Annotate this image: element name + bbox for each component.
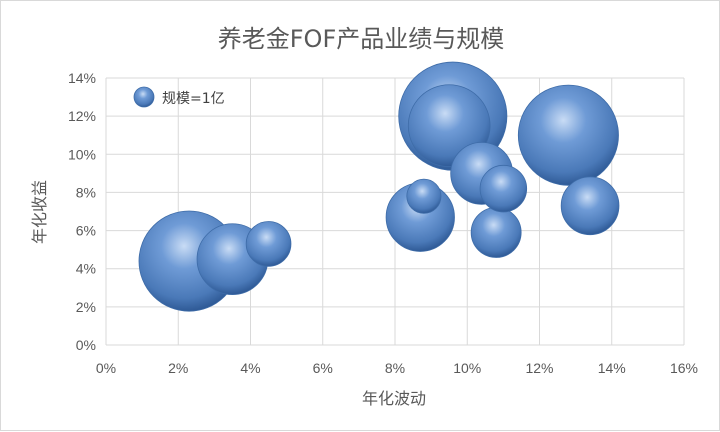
x-tick-label: 6% <box>313 360 333 376</box>
chart-title: 养老金FOF产品业绩与规模 <box>218 25 505 53</box>
x-tick-label: 10% <box>453 360 481 376</box>
y-tick-label: 14% <box>68 70 96 86</box>
y-tick-label: 2% <box>76 299 96 315</box>
x-tick-label: 0% <box>96 360 116 376</box>
x-tick-label: 14% <box>598 360 626 376</box>
y-axis-title: 年化收益 <box>30 180 49 244</box>
bubble-series <box>138 61 620 312</box>
x-axis-title: 年化波动 <box>362 389 426 408</box>
axis-ticks: 0% 2% 4% 6% 8% 10% 12% 14% 0% 2% 4% 6% 8% 10% 12% 14% 16… <box>68 70 698 376</box>
bubble-point <box>517 84 619 186</box>
y-tick-label: 4% <box>76 261 96 277</box>
x-tick-label: 8% <box>385 360 405 376</box>
bubble-point <box>470 207 522 258</box>
bubble-point <box>245 221 292 267</box>
bubble-point <box>406 178 442 214</box>
bubble-point <box>479 164 528 213</box>
y-tick-label: 0% <box>76 337 96 353</box>
legend-marker <box>133 86 155 108</box>
x-tick-label: 4% <box>240 360 260 376</box>
y-tick-label: 10% <box>68 146 96 162</box>
x-tick-label: 16% <box>670 360 698 376</box>
y-tick-label: 6% <box>76 223 96 239</box>
y-tick-label: 8% <box>76 184 96 200</box>
y-tick-label: 12% <box>68 108 96 124</box>
x-tick-label: 2% <box>168 360 188 376</box>
legend: 规模=1亿 <box>133 86 225 108</box>
bubble-point <box>560 176 620 236</box>
legend-label: 规模=1亿 <box>162 91 225 107</box>
x-tick-label: 12% <box>525 360 553 376</box>
